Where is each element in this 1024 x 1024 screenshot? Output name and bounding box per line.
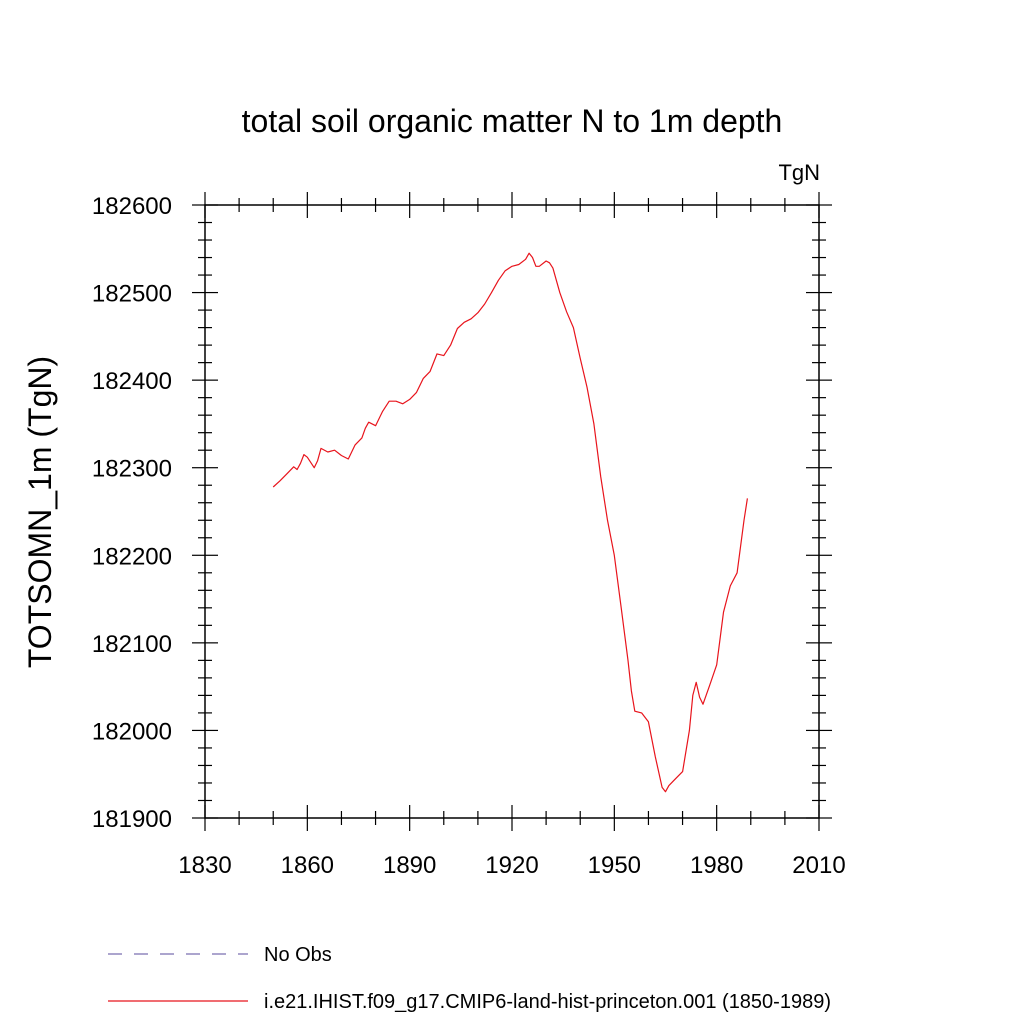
x-tick-label: 1950 xyxy=(588,852,641,879)
y-tick-label: 182200 xyxy=(92,543,172,570)
y-axis-label: TOTSOMN_1m (TgN) xyxy=(22,356,58,668)
y-tick-label: 182000 xyxy=(92,718,172,745)
x-tick-label: 1980 xyxy=(690,852,743,879)
x-tick-label: 1890 xyxy=(383,852,436,879)
series-line xyxy=(272,252,748,793)
y-tick-label: 182100 xyxy=(92,631,172,658)
plot-frame xyxy=(204,204,820,819)
x-tick-label: 1860 xyxy=(281,852,334,879)
y-tick-label: 182400 xyxy=(92,368,172,395)
x-tick-label: 2010 xyxy=(792,852,845,879)
y-tick-label: 182600 xyxy=(92,193,172,220)
y-tick-label: 181900 xyxy=(92,806,172,833)
units-label: TgN xyxy=(778,160,820,185)
legend-entry: i.e21.IHIST.f09_g17.CMIP6-land-hist-prin… xyxy=(264,991,831,1013)
legend-entry: No Obs xyxy=(264,944,332,966)
x-tick-label: 1830 xyxy=(178,852,231,879)
y-tick-label: 182300 xyxy=(92,456,172,483)
axis-ticks: 1830 1860 1890 1920 1950 1980 2010 181900 182000… xyxy=(92,192,846,879)
series-layer xyxy=(272,252,748,793)
x-tick-label: 1920 xyxy=(485,852,538,879)
legend: No Obs i.e21.IHIST.f09_g17.CMIP6-land-his… xyxy=(108,944,831,1013)
chart-title: total soil organic matter N to 1m depth xyxy=(242,103,783,139)
y-tick-label: 182500 xyxy=(92,281,172,308)
